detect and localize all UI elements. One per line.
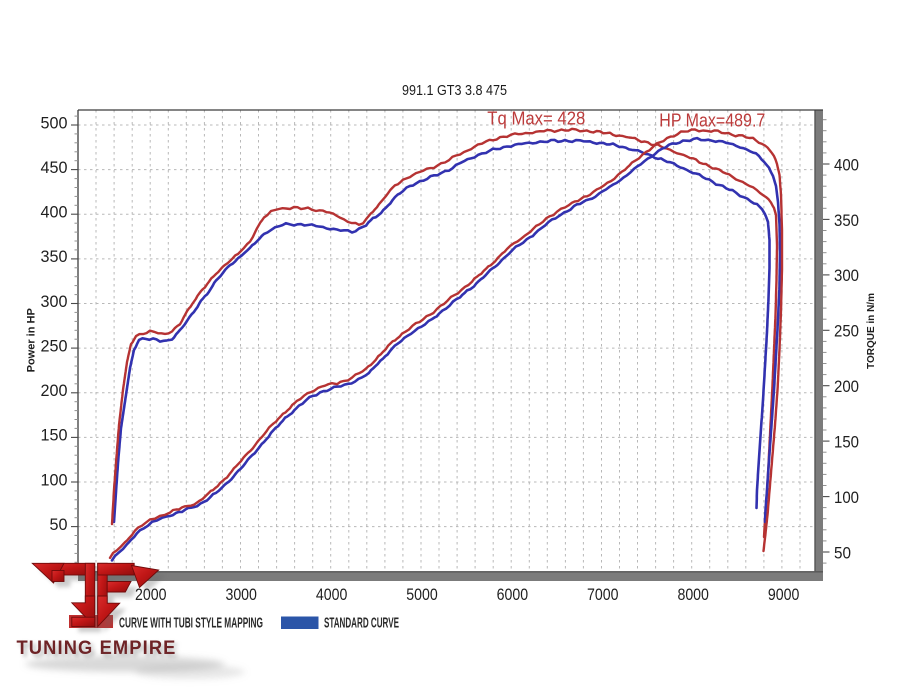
- svg-text:50: 50: [834, 544, 851, 562]
- svg-text:400: 400: [834, 156, 859, 174]
- svg-text:300: 300: [834, 267, 859, 285]
- svg-text:3000: 3000: [225, 585, 257, 604]
- svg-text:Tq Max= 428: Tq Max= 428: [487, 109, 585, 129]
- svg-text:350: 350: [834, 212, 859, 230]
- svg-text:9000: 9000: [768, 585, 800, 604]
- svg-text:2000: 2000: [135, 585, 167, 604]
- svg-text:6000: 6000: [497, 585, 529, 604]
- svg-text:5000: 5000: [406, 585, 438, 604]
- svg-text:100: 100: [834, 489, 859, 507]
- svg-text:300: 300: [41, 293, 68, 311]
- svg-text:250: 250: [41, 337, 68, 355]
- svg-text:150: 150: [41, 427, 68, 445]
- svg-text:7000: 7000: [587, 585, 619, 604]
- svg-text:400: 400: [41, 204, 68, 222]
- svg-text:991.1 GT3 3.8 475: 991.1 GT3 3.8 475: [402, 82, 507, 99]
- svg-text:450: 450: [41, 159, 68, 177]
- svg-text:CURVE WITH TUBI STYLE MAPPING: CURVE WITH TUBI STYLE MAPPING: [119, 616, 263, 632]
- svg-text:Power in HP: Power in HP: [25, 308, 37, 372]
- svg-text:50: 50: [50, 516, 68, 534]
- svg-text:200: 200: [41, 382, 68, 400]
- svg-text:TUNING EMPIRE: TUNING EMPIRE: [17, 637, 177, 659]
- svg-text:4000: 4000: [316, 585, 348, 604]
- svg-text:250: 250: [834, 323, 859, 341]
- svg-text:100: 100: [41, 471, 68, 489]
- svg-text:200: 200: [834, 378, 859, 396]
- svg-text:8000: 8000: [677, 585, 709, 604]
- svg-text:STANDARD CURVE: STANDARD CURVE: [324, 616, 399, 632]
- svg-text:TORQUE in N/m: TORQUE in N/m: [866, 293, 877, 369]
- svg-text:150: 150: [834, 434, 859, 452]
- svg-text:350: 350: [41, 248, 68, 266]
- svg-text:HP Max=489.7: HP Max=489.7: [659, 111, 765, 131]
- svg-text:500: 500: [41, 114, 68, 132]
